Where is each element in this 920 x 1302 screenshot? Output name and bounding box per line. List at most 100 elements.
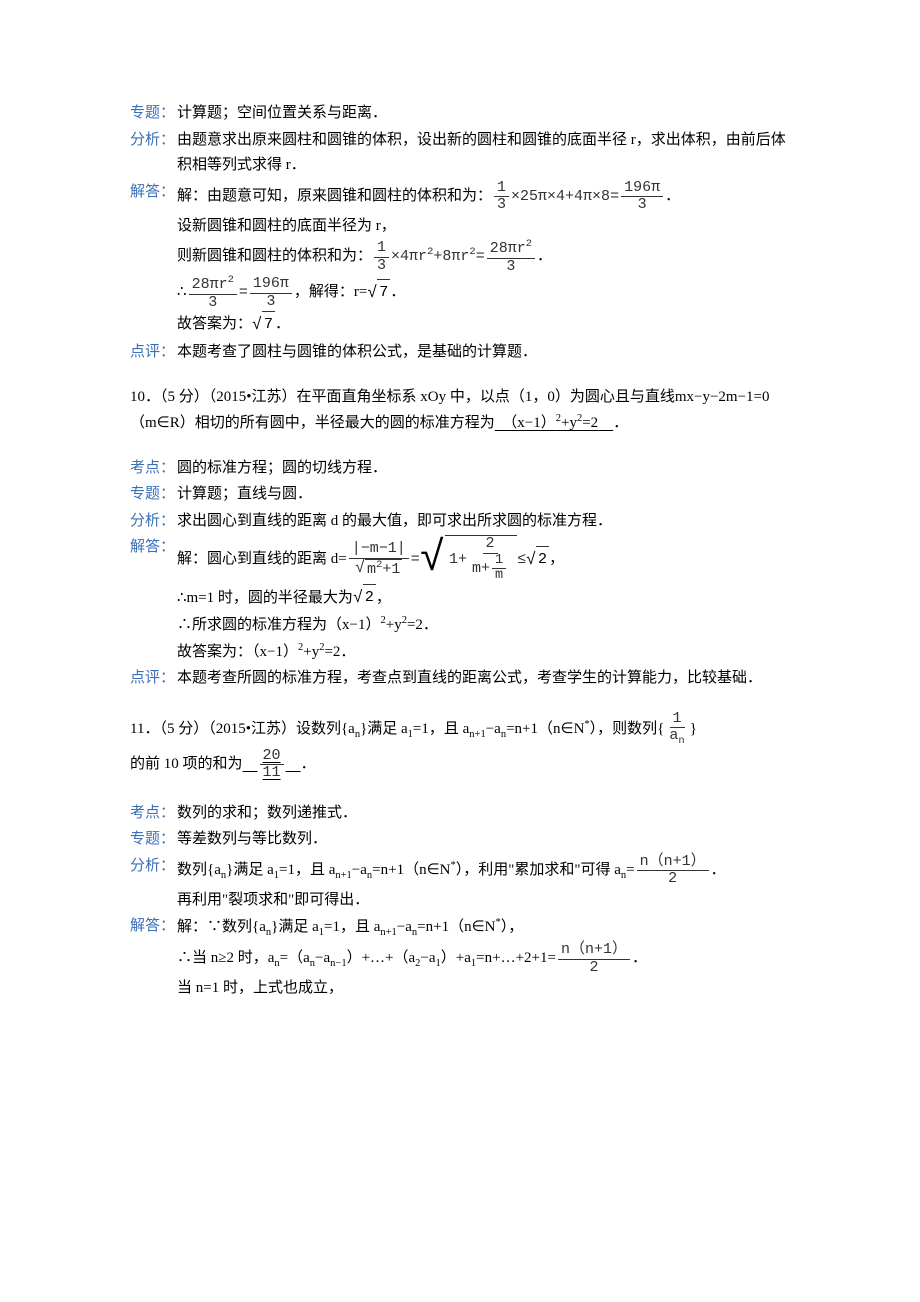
t: =n+1（n∈N [372,862,450,878]
t: +y [561,415,577,431]
text: ． [613,415,628,431]
t: −a [397,919,412,935]
dianping-text: 本题考查所圆的标准方程，考查点到直线的距离公式，考查学生的计算能力，比较基础． [177,666,762,692]
jieda-line1: 解：由题意可知，原来圆锥和圆柱的体积和为： 13 ×25π×4+4π×8= 19… [177,180,680,214]
jieda-row: 解答： 解：由题意可知，原来圆锥和圆柱的体积和为： 13 ×25π×4+4π×8… [130,180,680,340]
t: ． [632,946,647,972]
sqrt: 2 [526,546,549,574]
t: ），则数列{ [590,721,665,737]
text: ． [390,280,405,306]
text: ∴ [177,280,187,306]
sqrt-icon [353,584,363,612]
t: +1 [382,561,400,578]
q11-stem-line1: 11．（5 分）（2015•江苏）设数列{an}满足 a1=1，且 an+1−a… [130,711,790,748]
den: 11 [260,765,284,782]
jieda-body: 解：圆心到直线的距离 d= |−m−1| m2+1 = √ 1+ 2 m+ [177,535,564,665]
t: −a [420,950,435,966]
den: m+ 1m [469,554,511,585]
radicand: 2 [536,546,549,574]
sqrt-icon [252,311,262,339]
fraction: 196π3 [250,276,292,310]
num: 1 [494,180,509,198]
kaodian-row: 考点： 圆的标准方程；圆的切线方程． [130,456,387,482]
text: ×4πr2+8πr2= [391,244,485,270]
num: |−m−1| [349,541,409,559]
zhuanti-text: 计算题；空间位置关系与距离． [177,101,387,127]
t: ），利用"累加求和"可得 a [456,862,621,878]
answer-blank: （x−1）2+y2=2 [495,415,613,431]
den: m2+1 [352,559,405,579]
fraction: 1an [666,711,687,748]
zhuanti-label: 专题： [130,827,177,853]
fenxi-text: 由题意求出原来圆柱和圆锥的体积，设出新的圆柱和圆锥的底面半径 r，求出体积，由前… [177,128,790,179]
t: ）+…+（a [347,950,416,966]
t: ∴当 n≥2 时，an=（an−an−1）+…+（a2−a1）+a1=n+…+2… [177,946,556,973]
den: 2 [586,960,601,977]
kaodian-text: 数列的求和；数列递推式． [177,801,357,827]
jieda-line5: 故答案为： 7 ． [177,311,680,339]
sub: n+1 [380,927,396,938]
den: 3 [374,258,389,275]
kaodian-text: 圆的标准方程；圆的切线方程． [177,456,387,482]
fraction: n（n+1）2 [558,942,630,976]
den: 3 [263,294,278,311]
zhuanti-row: 专题： 等差数列与等比数列． [130,827,327,853]
jieda-line1: 解：∵数列{an}满足 a1=1，且 an+1−an=n+1（n∈N*）， [177,914,647,942]
dianping-label: 点评： [130,666,177,692]
num: n（n+1） [558,942,630,960]
fenxi-label: 分析： [130,128,177,179]
fenxi-line1: 数列{an}满足 a1=1，且 an+1−an=n+1（n∈N*），利用"累加求… [177,854,726,888]
text: = [239,280,248,306]
den: an [666,728,687,748]
sqrt-icon [367,279,377,307]
num: 196π [250,276,292,294]
dianping-label: 点评： [130,340,177,366]
t: =n+1（n∈N [417,919,495,935]
radicand: m2+1 [365,559,402,579]
jieda-line2: ∴当 n≥2 时，an=（an−an−1）+…+（a2−a1）+a1=n+…+2… [177,942,647,976]
radicand: 1+ 2 m+ 1m [445,535,517,584]
text: 解：圆心到直线的距离 d= [177,547,347,573]
t: }满足 a [360,721,408,737]
text: ， [549,547,564,573]
t: ． [711,858,726,884]
dianping-text: 本题考查了圆柱与圆锥的体积公式，是基础的计算题． [177,340,537,366]
jieda-line2: ∴m=1 时，圆的半径最大为 2 ， [177,584,564,612]
t: 解：∵数列{a [177,919,266,935]
jieda-row: 解答： 解：圆心到直线的距离 d= |−m−1| m2+1 = √ 1+ 2 [130,535,564,665]
jieda-line3: 当 n=1 时，上式也成立， [177,976,647,1002]
t: ． [301,752,316,778]
jieda-line4: ∴ 28πr23 = 196π3 ，解得：r= 7 ． [177,275,680,311]
sup: 2 [526,238,532,250]
sub: n [678,735,684,747]
sqrt-icon: √ [420,543,445,592]
den: 3 [503,259,518,276]
answer-blank: 2011 [243,748,301,782]
t: 28πr [192,276,228,293]
jieda-body: 解：∵数列{an}满足 a1=1，且 an+1−an=n+1（n∈N*）， ∴当… [177,914,647,1001]
t: ）， [501,919,524,935]
num: 28πr2 [487,239,535,259]
num: 2 [483,536,498,554]
jieda-line3: 则新圆锥和圆柱的体积和为： 13 ×4πr2+8πr2= 28πr23 ． [177,239,680,275]
q10-stem: 10．（5 分）（2015•江苏）在平面直角坐标系 xOy 中，以点（1，0）为… [130,385,790,437]
t: −a [315,950,330,966]
fraction: 1m [492,554,506,585]
q11-stem-line2: 的前 10 项的和为 2011 ． [130,748,790,782]
sqrt-icon [355,559,365,579]
sub: n+1 [469,729,485,740]
t: =1，且 a [279,862,335,878]
fraction: 28πr23 [189,275,237,311]
zhuanti-text: 等差数列与等比数列． [177,827,327,853]
jieda-line2: 设新圆锥和圆柱的底面半径为 r， [177,214,680,240]
t: ）+a [441,950,471,966]
fenxi-body: 数列{an}满足 a1=1，且 an+1−an=n+1（n∈N*），利用"累加求… [177,854,726,914]
t: 1+ [449,547,467,573]
num: 196π [621,180,663,198]
kaodian-label: 考点： [130,456,177,482]
text: 则新圆锥和圆柱的体积和为： [177,244,372,270]
den: m [492,569,506,584]
t: 数列{a [177,862,221,878]
t: ×4πr [391,248,427,265]
t: =n+1（n∈N [506,721,584,737]
